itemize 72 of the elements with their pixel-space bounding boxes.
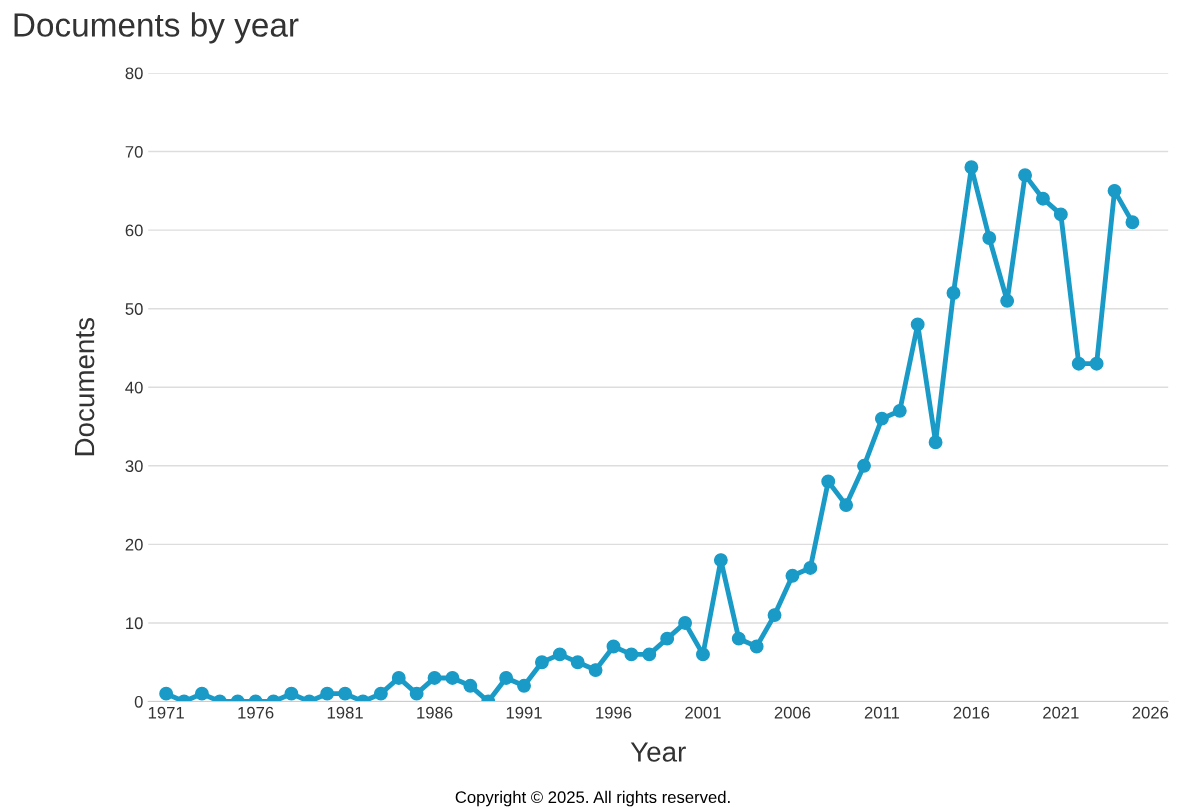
chart-title: Documents by year	[14, 12, 299, 44]
point	[946, 286, 961, 300]
x-tick-label: 1981	[327, 706, 363, 719]
point	[624, 647, 639, 662]
point	[910, 317, 925, 332]
y-tick-label: 50	[125, 303, 143, 315]
point	[678, 616, 693, 630]
point	[517, 678, 531, 693]
point	[1036, 191, 1050, 206]
point	[1053, 207, 1068, 222]
point	[857, 458, 871, 473]
point	[1018, 168, 1033, 183]
point	[821, 474, 836, 489]
x-tick-label: 2001	[685, 706, 721, 719]
point	[874, 411, 889, 426]
point	[445, 671, 460, 685]
x-axis-title: Year	[630, 742, 686, 762]
point	[1071, 356, 1086, 371]
point	[839, 498, 854, 513]
point	[284, 686, 299, 701]
point	[427, 671, 442, 685]
x-tick-label: 2021	[1043, 706, 1079, 719]
point	[606, 639, 621, 654]
y-tick-label: 10	[126, 617, 143, 630]
text: Copyright © 2025. All rights reserved.	[455, 790, 730, 807]
x-tick-label: 1986	[417, 706, 453, 719]
y-tick-label: 70	[125, 145, 143, 158]
point	[731, 631, 746, 646]
point	[373, 686, 388, 701]
point	[534, 655, 549, 670]
point	[1125, 215, 1140, 230]
point	[194, 686, 209, 701]
point	[696, 647, 710, 662]
x-tick-label: 2026	[1132, 706, 1169, 719]
y-tick-label: 40	[125, 381, 143, 394]
x-tick-label: 2016	[953, 706, 990, 719]
point	[409, 686, 424, 701]
point	[159, 686, 174, 701]
y-tick-label: 30	[125, 460, 143, 473]
point	[1107, 183, 1122, 198]
y-tick-label: 80	[125, 67, 143, 80]
x-tick-label: 1991	[506, 706, 542, 719]
x-tick-label: 2006	[774, 706, 811, 719]
point	[1000, 293, 1015, 308]
x-tick-label: 1971	[148, 706, 184, 719]
point	[964, 160, 979, 175]
point	[928, 435, 943, 450]
point	[552, 647, 567, 662]
point	[767, 608, 782, 623]
x-tick-label: 1996	[596, 706, 632, 719]
point	[642, 647, 657, 662]
y-tick-label: 0	[134, 695, 143, 708]
point	[570, 655, 585, 670]
point	[803, 561, 818, 575]
point	[660, 631, 675, 646]
point	[785, 568, 800, 583]
y-axis-title: Documents	[74, 318, 95, 456]
point	[320, 686, 335, 701]
y-tick-label: 60	[125, 224, 143, 237]
point	[391, 671, 406, 685]
point	[338, 686, 353, 701]
point	[982, 231, 997, 245]
point	[588, 663, 603, 678]
x-tick-label: 2011	[864, 706, 900, 719]
point	[463, 678, 478, 693]
point	[499, 671, 514, 685]
point	[749, 639, 764, 654]
y-tick-label: 20	[125, 538, 143, 551]
point	[892, 403, 907, 418]
point	[713, 553, 728, 568]
point	[1089, 356, 1104, 371]
x-tick-label: 1976	[238, 706, 274, 719]
